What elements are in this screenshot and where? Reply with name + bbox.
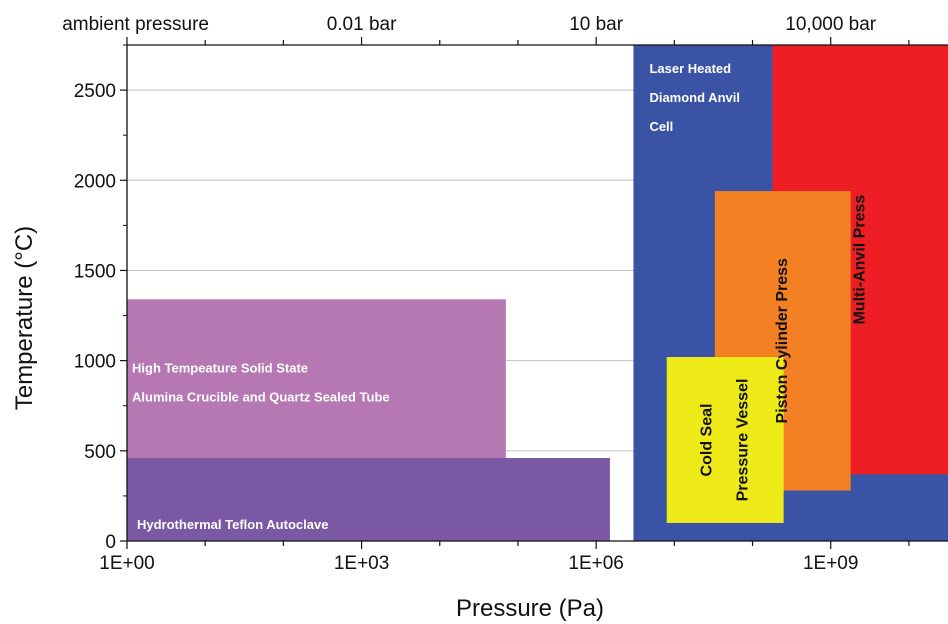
region-label-line: Hydrothermal Teflon Autoclave: [137, 517, 328, 532]
y-tick-label: 0: [105, 532, 116, 553]
region-label-line: Piston Cylinder Press: [774, 258, 791, 423]
x-tick-label: 1E+06: [568, 553, 623, 574]
region-label-laser-heated-diamond-anvil-cell: Laser Heated Diamond Anvil Cell: [649, 61, 740, 134]
region-label-line: Diamond Anvil: [649, 90, 740, 105]
region-label-line: Cold Seal: [698, 404, 715, 477]
y-tick-label: 500: [84, 442, 116, 463]
region-label-line: Multi-Anvil Press: [851, 195, 868, 325]
y-tick-label: 1500: [74, 261, 116, 282]
regions: [127, 45, 948, 541]
y-tick-label: 1000: [74, 352, 116, 373]
region-label-line: High Tempeature Solid State: [132, 360, 308, 375]
axes: 0 500 1000 1500 2000 2500 1E+00 1E+03 1E+06 1E+09…: [62, 14, 948, 574]
top-axis-label: 10,000 bar: [785, 14, 877, 35]
region-label-multi-anvil-press: Multi-Anvil Press: [851, 195, 868, 325]
top-axis-label: ambient pressure: [62, 14, 209, 35]
y-tick-label: 2000: [74, 171, 116, 192]
region-label-high-tempeature-solid-state-alumina-crucible-and-quartz-sealed-tube: High Tempeature Solid State Alumina Cruci…: [132, 360, 390, 404]
region-labels: Laser Heated Diamond Anvil Cell Multi-Anvil…: [132, 61, 868, 532]
x-tick-label: 1E+03: [334, 553, 389, 574]
top-axis-label: 10 bar: [569, 14, 624, 35]
region-label-cold-seal-pressure-vessel: Cold Seal Pressure Vessel: [698, 379, 751, 502]
y-axis-title: Temperature (°C): [11, 226, 38, 410]
x-tick-label: 1E+00: [99, 553, 154, 574]
region-label-piston-cylinder-press: Piston Cylinder Press: [774, 258, 791, 423]
region-label-line: Laser Heated: [649, 61, 731, 76]
top-axis-label: 0.01 bar: [327, 14, 397, 35]
region-label-line: Pressure Vessel: [734, 379, 751, 502]
region-hydrothermal-teflon-autoclave: [127, 458, 610, 541]
region-label-line: Alumina Crucible and Quartz Sealed Tube: [132, 389, 390, 404]
region-cold-seal-pressure-vessel: [666, 357, 784, 523]
y-tick-label: 2500: [74, 81, 116, 102]
x-tick-label: 1E+09: [803, 553, 858, 574]
region-label-hydrothermal-teflon-autoclave: Hydrothermal Teflon Autoclave: [137, 517, 328, 532]
x-axis-title: Pressure (Pa): [456, 595, 604, 622]
region-label-line: Cell: [649, 119, 673, 134]
